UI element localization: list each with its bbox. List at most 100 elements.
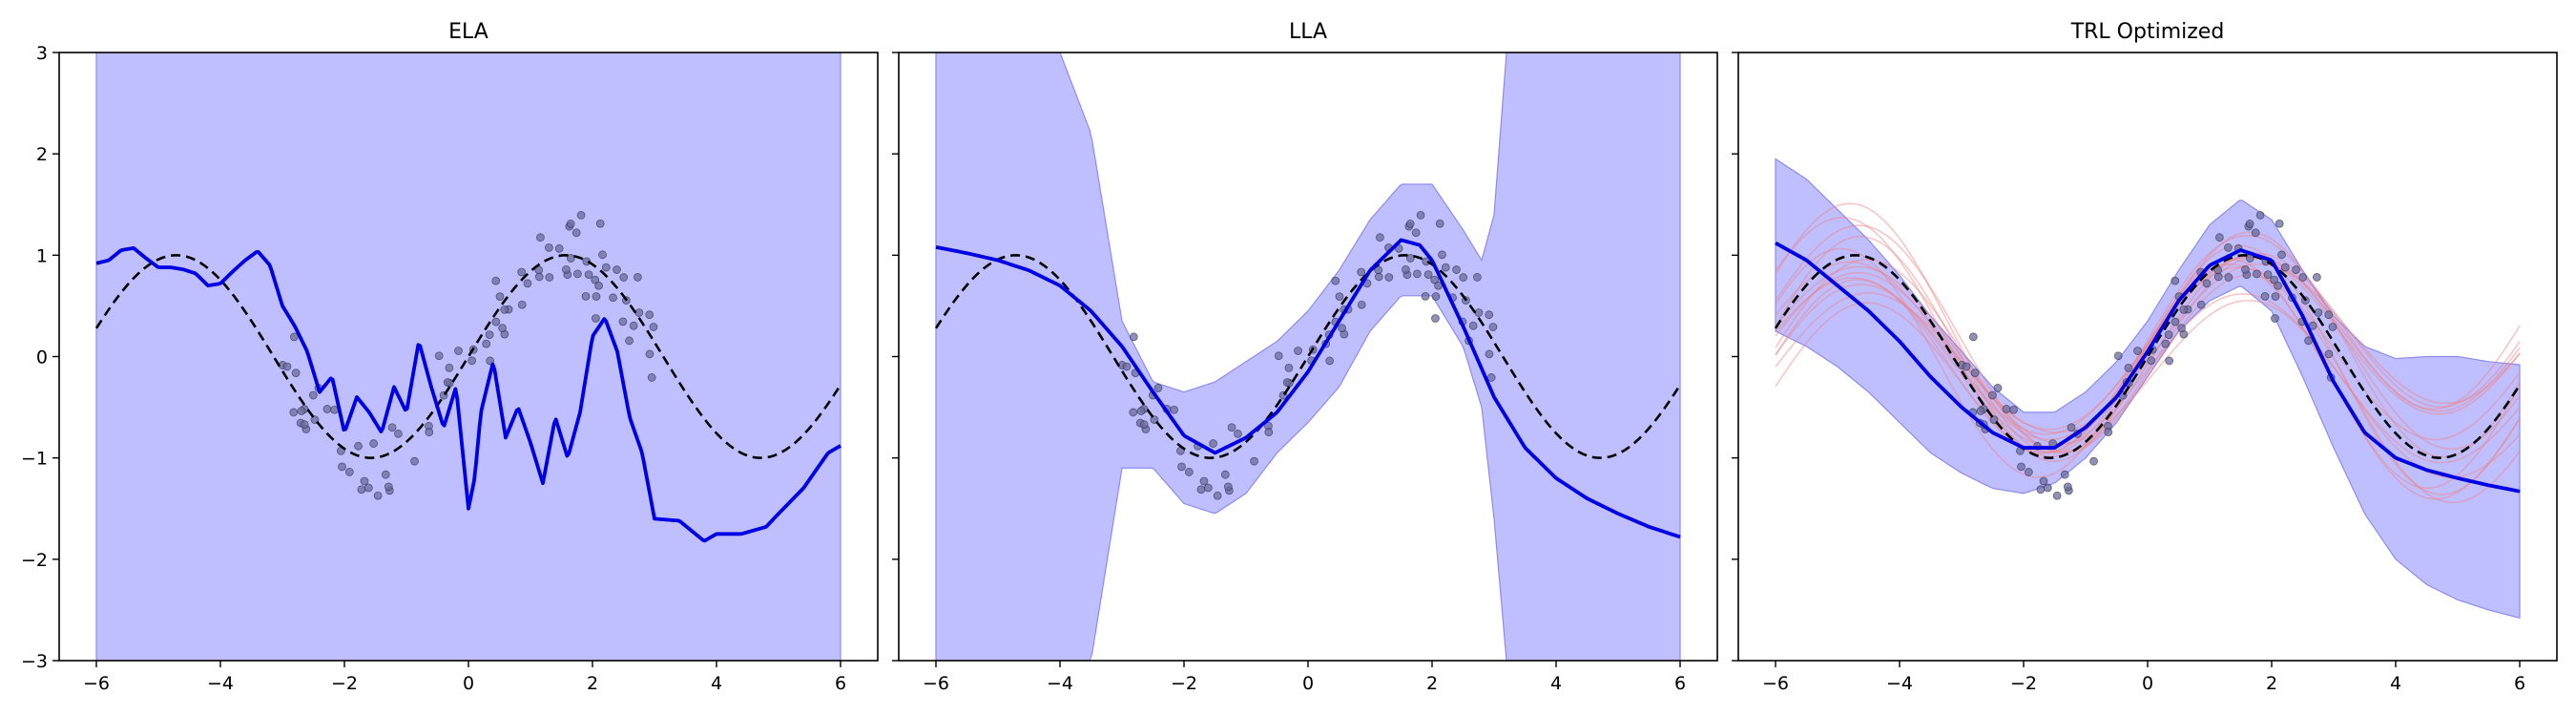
observation-point [536, 233, 545, 242]
observation-point [394, 429, 403, 438]
x-tick-label: 2 [1426, 673, 1438, 694]
observation-point [2241, 264, 2250, 274]
sample-line [1775, 265, 2521, 478]
observation-point [601, 263, 611, 272]
observation-point [2224, 273, 2233, 282]
observation-point [613, 265, 621, 274]
observation-point [491, 276, 501, 285]
observation-point [1129, 332, 1138, 342]
observation-point [2104, 428, 2113, 436]
observation-point [517, 267, 527, 277]
observation-point [591, 275, 600, 284]
observation-point [1357, 267, 1366, 277]
observation-point [1993, 384, 2003, 392]
observation-point [571, 228, 581, 238]
x-tick-label: −2 [1171, 673, 1197, 694]
observation-point [1150, 415, 1159, 425]
observation-point [1264, 428, 1274, 436]
observation-point [576, 210, 586, 220]
observation-point [598, 250, 607, 260]
observation-point [1416, 210, 1425, 220]
observation-point [1435, 219, 1444, 228]
observation-point [310, 415, 320, 425]
observation-point [297, 407, 306, 415]
observation-point [2017, 462, 2025, 472]
observation-point [2314, 308, 2323, 317]
trl-optimized-panel: −6 −4 −2 0 2 4 6 TRL Optimized [1732, 20, 2558, 694]
observation-point [1213, 491, 1222, 500]
observation-point [566, 220, 575, 228]
sample-line [1775, 217, 2521, 500]
sampled-functions [1775, 202, 2521, 504]
panel-title: ELA [448, 20, 488, 44]
predictive-mean-line [95, 246, 841, 543]
x-tick-label: 0 [1302, 673, 1314, 694]
observation-point [1274, 351, 1283, 361]
observation-point [619, 273, 629, 282]
x-tick-label: −4 [1886, 673, 1913, 694]
observation-point [2196, 300, 2206, 309]
x-tick-label: 6 [1674, 673, 1686, 694]
observation-point [289, 332, 299, 342]
y-tick-label: −3 [21, 651, 48, 672]
observation-point [629, 321, 638, 330]
x-tick-label: 4 [2390, 673, 2401, 694]
observation-point [1402, 264, 1410, 274]
observation-point [566, 254, 575, 263]
observation-point [1294, 347, 1302, 355]
observation-point [2255, 210, 2265, 220]
observation-point [1331, 276, 1340, 285]
observation-point [1976, 407, 1985, 415]
observation-point [2052, 491, 2062, 500]
true-function-line [94, 254, 842, 459]
observation-point [443, 378, 452, 387]
x-tick-label: 0 [2142, 673, 2153, 694]
observation-point [357, 485, 366, 495]
observation-point [1177, 462, 1186, 472]
observation-point [308, 390, 318, 400]
observation-point [592, 292, 601, 301]
observation-point [2312, 273, 2321, 282]
observation-point [1459, 273, 1468, 282]
observation-point [2177, 324, 2187, 333]
observation-point [1136, 407, 1146, 415]
x-tick-label: −4 [1047, 673, 1073, 694]
observation-point [2133, 347, 2142, 355]
observation-point [584, 270, 593, 280]
observation-point [2147, 356, 2156, 366]
observation-point [2036, 485, 2046, 495]
observation-point [2165, 356, 2174, 366]
x-tick-label: −6 [83, 673, 110, 694]
observation-point [1423, 270, 1433, 280]
observation-point [1338, 324, 1347, 333]
observation-point [1405, 254, 1415, 263]
observation-point [645, 310, 654, 320]
ela-panel: −6 −4 −2 0 2 4 6 −3 −2 −1 0 1 2 3 ELA [21, 20, 879, 694]
x-tick-label: −6 [1762, 673, 1789, 694]
observation-point [2280, 263, 2290, 272]
observation-point [554, 243, 564, 253]
sample-line [1775, 224, 2521, 504]
observation-point [2179, 305, 2189, 314]
sample-line [1775, 235, 2521, 454]
observation-point [1441, 263, 1450, 272]
observation-point [2224, 242, 2233, 252]
x-tick-label: −4 [207, 673, 234, 694]
observation-point [384, 482, 393, 492]
observation-point [495, 292, 505, 302]
observation-point [2043, 483, 2052, 493]
plot-area [94, 53, 842, 661]
observation-point [1376, 233, 1384, 242]
observation-point [2328, 323, 2337, 331]
observation-point [2067, 423, 2076, 432]
observation-point [2271, 314, 2279, 323]
observation-point [2251, 228, 2260, 238]
lla-panel: −6 −4 −2 0 2 4 6 LLA [892, 20, 1718, 694]
observation-point [2277, 250, 2286, 260]
observation-point [1357, 300, 1366, 309]
observation-point [2274, 281, 2282, 290]
observation-point [609, 293, 617, 303]
observation-point [381, 470, 390, 479]
observation-point [360, 476, 369, 486]
